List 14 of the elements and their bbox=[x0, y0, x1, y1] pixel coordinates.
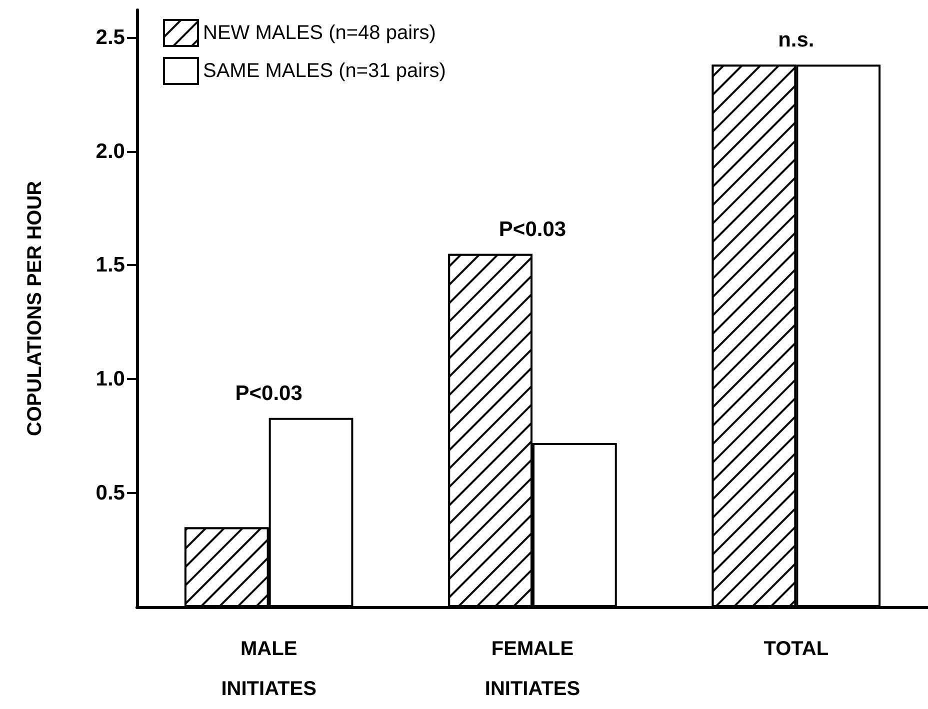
annotation: n.s. bbox=[778, 28, 814, 52]
x-tick-label: TOTAL bbox=[764, 638, 829, 660]
y-tick-label: 2.5 bbox=[96, 26, 126, 49]
y-tick-label: 1.0 bbox=[96, 368, 125, 391]
y-tick-label: 1.5 bbox=[96, 254, 126, 277]
y-axis-title: COPULATIONS PER HOUR bbox=[24, 180, 46, 436]
y-tick-label: 0.5 bbox=[96, 482, 126, 505]
x-tick-label: MALE INITIATES bbox=[221, 638, 316, 700]
legend-label: SAME MALES (n=31 pairs) bbox=[203, 60, 446, 82]
annotation: P<0.03 bbox=[235, 382, 302, 405]
annotation: P<0.03 bbox=[498, 218, 566, 241]
legend-label: NEW MALES (n=48 pairs) bbox=[203, 22, 436, 44]
y-tick-label: 2.0 bbox=[96, 140, 125, 163]
x-tick-label: FEMALE INITIATES bbox=[484, 638, 580, 700]
